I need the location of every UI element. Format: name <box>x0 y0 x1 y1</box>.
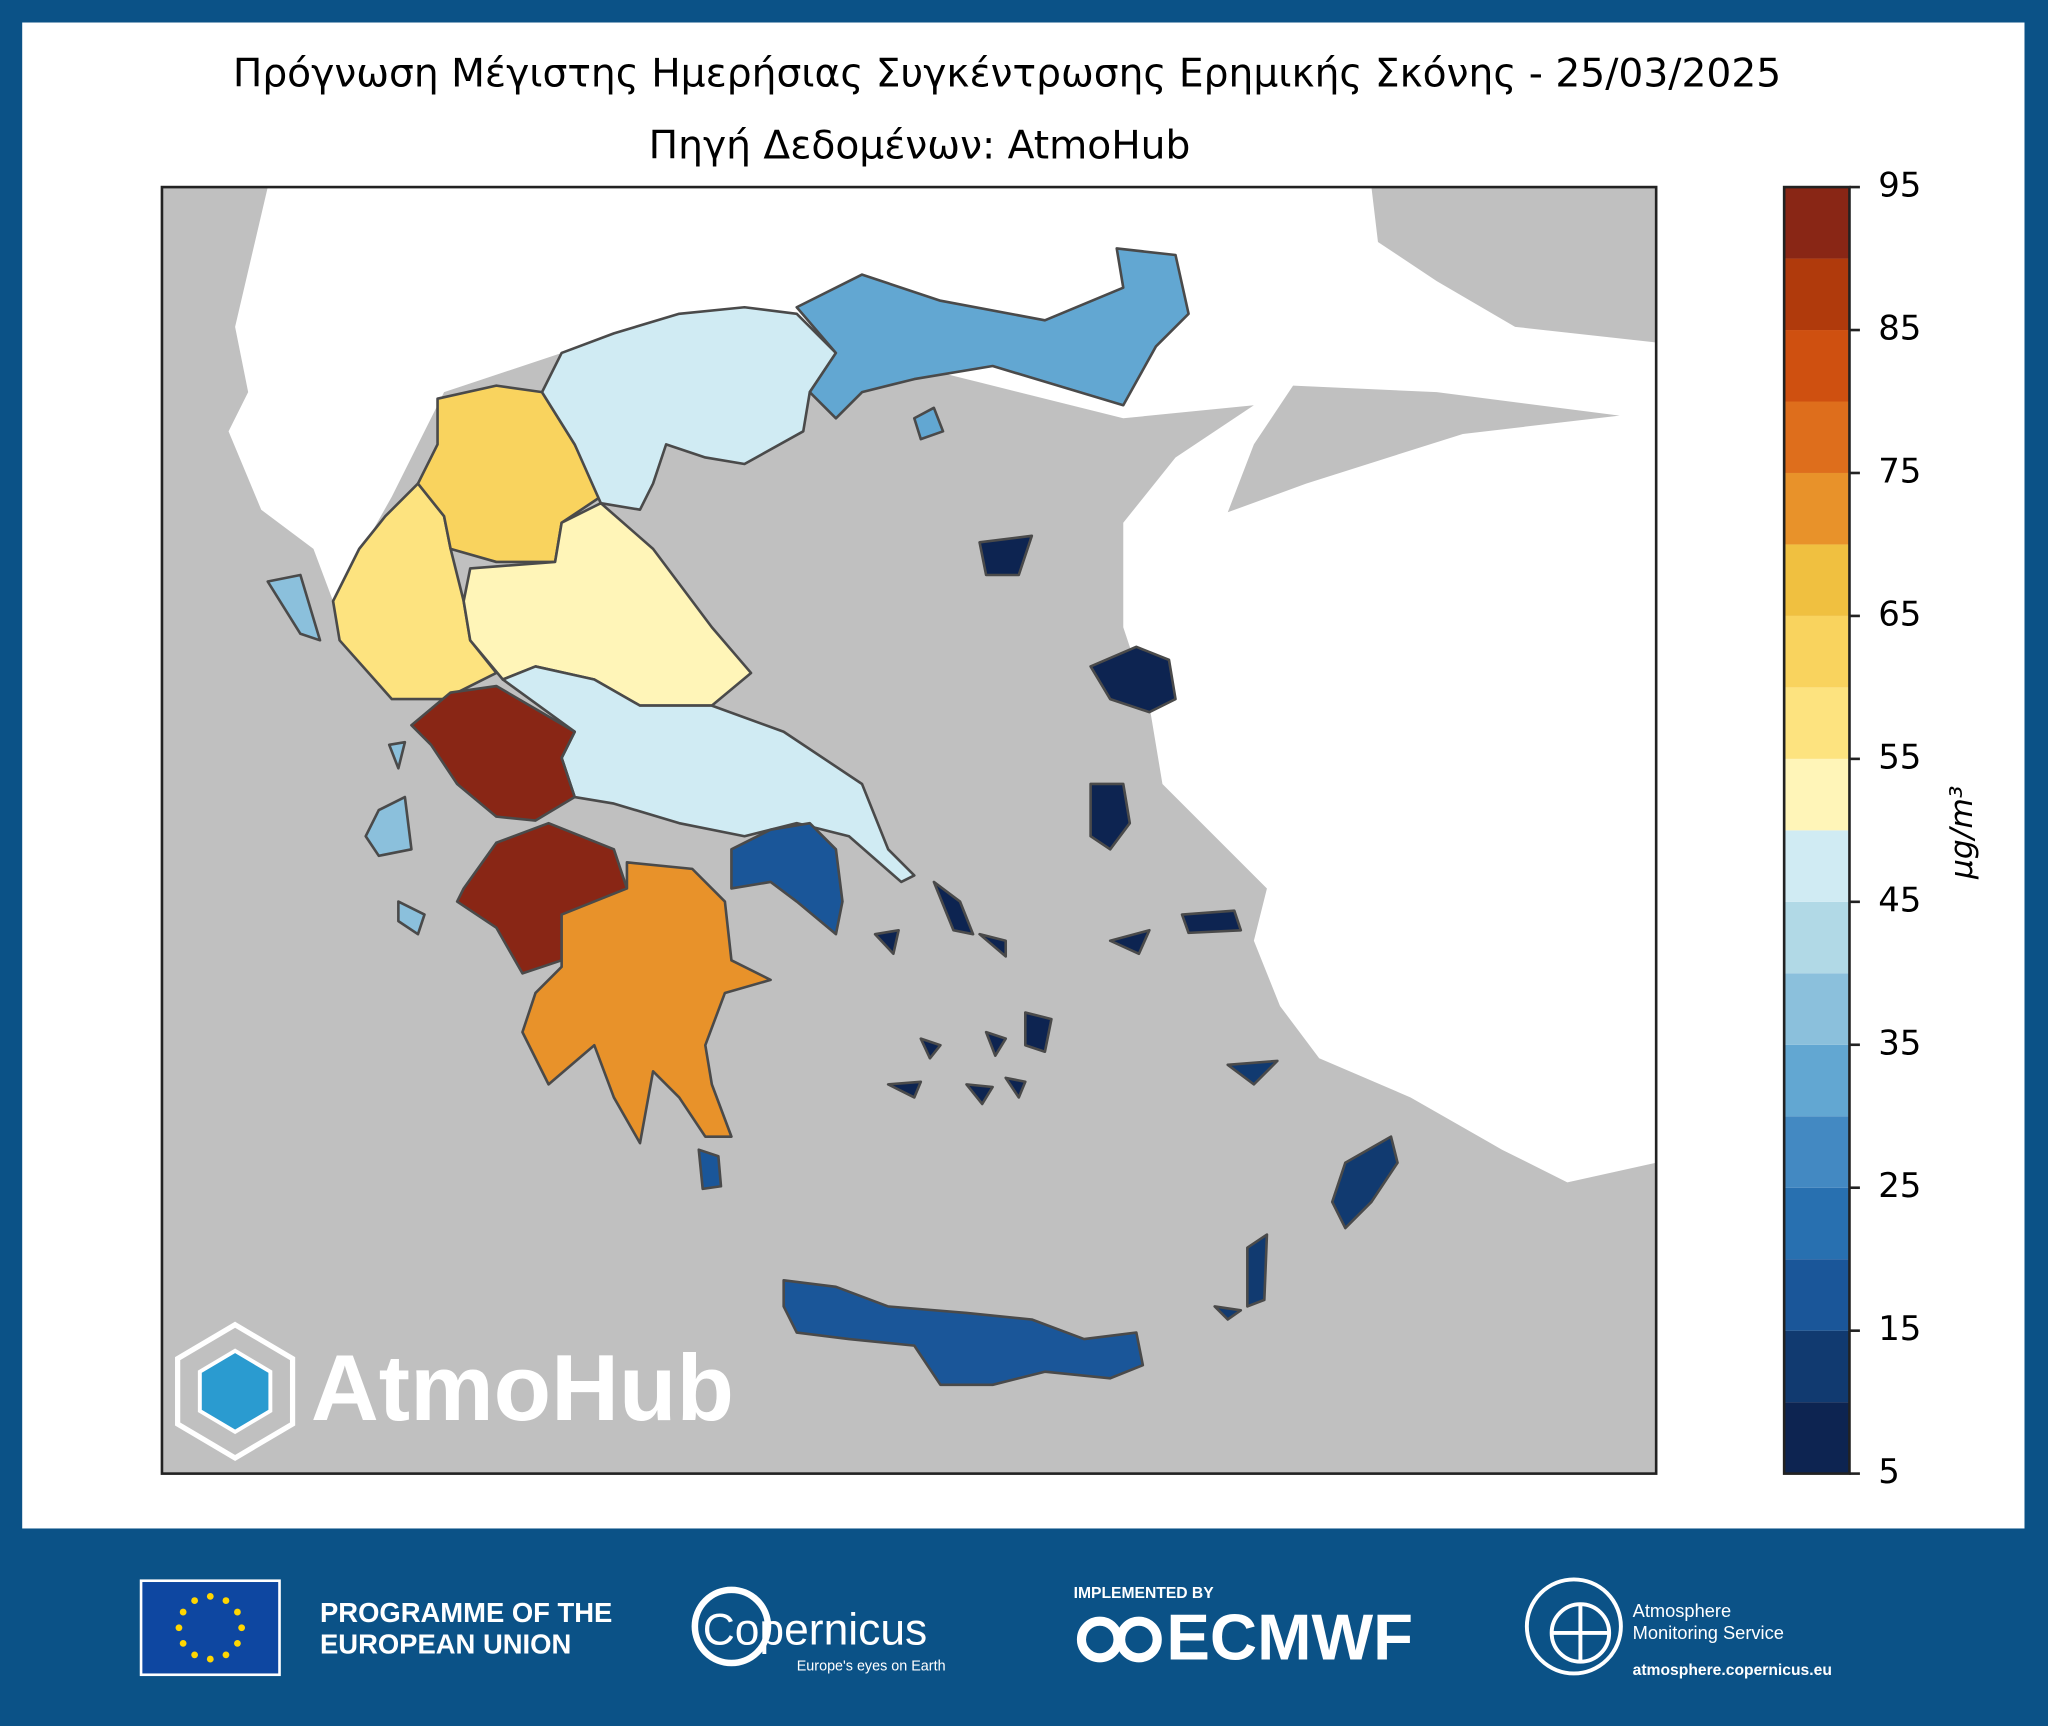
colorbar-segment <box>1784 187 1850 259</box>
colorbar-tick-label: 95 <box>1878 166 1921 206</box>
region <box>521 861 772 1145</box>
colorbar-segment <box>1784 472 1850 545</box>
cams-text: Monitoring Service <box>1633 1622 1784 1643</box>
eu-star <box>191 1597 199 1604</box>
colorbar-segment <box>1784 1187 1850 1260</box>
eu-text: EUROPEAN UNION <box>320 1628 571 1659</box>
colorbar-segment <box>1784 258 1850 331</box>
eu-star <box>222 1651 230 1659</box>
colorbar-segment <box>1784 1402 1850 1474</box>
copernicus-tagline: Europe's eyes on Earth <box>797 1659 946 1675</box>
eu-star <box>179 1640 187 1647</box>
implemented-by: IMPLEMENTED BY <box>1074 1585 1215 1602</box>
colorbar-tick-label: 35 <box>1878 1023 1921 1063</box>
ecmwf-logo <box>1076 1616 1162 1663</box>
title: Πρόγνωση Μέγιστης Ημερήσιας Συγκέντρωσης… <box>233 52 1781 97</box>
ecmwf: ECMWF <box>1166 1600 1413 1673</box>
watermark-logo <box>175 1321 296 1461</box>
copernicus-ring <box>691 1586 772 1667</box>
colorbar-segment <box>1784 1044 1850 1117</box>
colorbar-segment <box>1784 330 1850 402</box>
eu-star <box>234 1640 241 1647</box>
footer: PROGRAMME OF THE EUROPEAN UNION Copernic… <box>139 1577 1832 1679</box>
eu-star <box>234 1608 241 1616</box>
colorbar-tick-label: 45 <box>1878 880 1921 920</box>
colorbar-tick-label: 55 <box>1878 737 1921 777</box>
colorbar-segment <box>1784 401 1850 473</box>
map: AtmoHub <box>160 185 1658 1475</box>
colorbar-segment <box>1784 830 1850 902</box>
region <box>978 534 1243 956</box>
region <box>410 684 576 822</box>
subtitle: Πηγή Δεδομένων: AtmoHub <box>649 123 1191 168</box>
colorbar-segment <box>1784 544 1850 616</box>
eu-stars <box>175 1592 246 1663</box>
eu-star <box>175 1624 183 1632</box>
copernicus: Copernicus <box>703 1606 928 1655</box>
colorbar-segment <box>1784 615 1850 688</box>
colorbar-frame <box>1782 185 1851 1475</box>
region <box>697 821 844 1191</box>
map-frame <box>160 185 1658 1475</box>
colorbar-tick-label: 75 <box>1878 451 1921 491</box>
colorbar-tick-label: 65 <box>1878 594 1921 634</box>
eu-star <box>206 1592 214 1600</box>
colorbar-segment <box>1784 1330 1850 1403</box>
colorbar-label: μg/m³ <box>1944 786 1980 880</box>
eu-star <box>179 1608 187 1616</box>
eu-star <box>222 1597 230 1604</box>
colorbar-tick-label: 85 <box>1878 309 1921 349</box>
eu-star <box>238 1624 246 1632</box>
region <box>540 305 838 511</box>
region <box>782 1279 1145 1387</box>
cams-text: Atmosphere <box>1633 1600 1731 1621</box>
watermark: AtmoHub <box>311 1335 734 1440</box>
cams-url: atmosphere.copernicus.eu <box>1633 1662 1832 1679</box>
marmara <box>1227 385 1620 513</box>
region <box>795 247 1190 441</box>
colorbar-segment <box>1784 758 1850 831</box>
colorbar-tick-label: 25 <box>1878 1166 1921 1206</box>
region <box>266 573 426 936</box>
colorbar-tick-label: 5 <box>1878 1452 1900 1492</box>
eu-text: PROGRAMME OF THE <box>320 1597 612 1628</box>
colorbar: 5 15 25 35 45 55 65 75 85 95 <box>1782 166 1921 1492</box>
colorbar-segment <box>1784 1259 1850 1331</box>
cams-logo <box>1524 1577 1623 1676</box>
colorbar-segment <box>1784 1116 1850 1188</box>
colorbar-segment <box>1784 973 1850 1045</box>
region <box>1213 1059 1399 1321</box>
colorbar-segment <box>1784 687 1850 759</box>
region <box>873 880 1053 1106</box>
eu-star <box>191 1651 199 1659</box>
colorbar-tick-label: 15 <box>1878 1309 1921 1349</box>
eu-star <box>206 1655 214 1663</box>
colorbar-segment <box>1784 901 1850 974</box>
